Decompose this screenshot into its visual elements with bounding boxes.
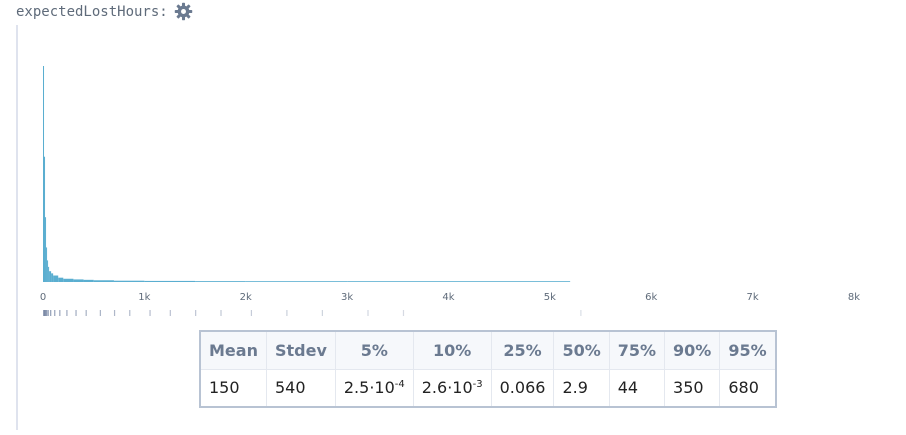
stats-value-cell: 2.6·10-3 [412,368,492,408]
x-tick-label: 8k [848,292,860,303]
rug-tick [85,310,87,316]
histogram-bar [73,279,84,282]
histogram-bar [53,275,59,282]
stats-header-cell: 75% [608,330,666,370]
x-tick-label: 4k [442,292,454,303]
histogram-bar [47,260,49,282]
rug-tick [286,310,288,316]
rug-tick [129,310,131,316]
stats-value-cell: 350 [664,368,721,408]
stats-header-cell: 5% [334,330,414,370]
histogram-bar [448,281,571,282]
histogram-bar [245,281,348,282]
histogram-bar [113,280,145,282]
stats-header-cell: 50% [553,330,610,370]
stats-header-cell: 95% [719,330,777,370]
rug-tick [195,310,197,316]
stats-header-cell: 10% [412,330,492,370]
histogram-bar [44,156,46,282]
histogram-bar [45,217,47,282]
histogram-bar [93,280,114,282]
x-tick-label: 6k [645,292,657,303]
histogram-bar [347,281,449,282]
rug-tick [220,310,222,316]
x-axis-ticks: 0 1k 2k 3k 4k 5k 6k 7k 8k [40,292,860,303]
rug-tick [99,310,101,316]
rug-tick [250,310,253,316]
stats-value-cell: 0.066 [490,368,555,408]
rug-tick [149,310,151,316]
histogram-bar [43,66,45,282]
histogram-bar [58,277,64,282]
stats-header-cell: 90% [664,330,721,370]
rug-tick [47,310,49,316]
stats-header-cell: Stdev [265,330,336,370]
stats-value-cell: 680 [719,368,777,408]
variable-header: expectedLostHours: [16,2,193,21]
histogram-bar [51,273,54,282]
x-tick-label: 2k [240,292,252,303]
rug-tick [367,310,369,316]
rug-tick [402,310,405,316]
histogram-bar [195,281,246,282]
variable-name: expectedLostHours: [16,3,168,20]
summary-stats-table: Mean Stdev 5% 10% 25% 50% 75% 90% 95% 150 540 2.5·… [199,330,777,408]
histogram-bar [63,278,74,282]
histogram-bar [48,266,50,282]
gear-icon[interactable] [174,2,193,21]
distribution-chart: 0 1k 2k 3k 4k 5k 6k 7k 8k [40,66,860,316]
rug-tick [44,310,46,316]
rug-tick [44,310,47,316]
histogram-bar [49,271,52,282]
stats-value-cell: 2.9 [553,368,610,408]
histogram-bars [43,66,571,282]
x-tick-label: 7k [747,292,759,303]
rug-tick [59,310,61,316]
rug-tick [46,310,48,316]
rug-tick [66,310,68,316]
rug-tick [113,310,116,316]
stats-header-cell: Mean [199,330,267,370]
stats-value-row: 150 540 2.5·10-4 2.6·10-3 0.066 2.9 44 350 680 [199,368,777,408]
sample-rug [43,310,582,316]
rug-tick [75,310,77,316]
histogram-bar [144,280,196,282]
rug-tick [321,310,323,316]
rug-tick [50,310,52,316]
stats-value-cell: 44 [608,368,666,408]
x-tick-label: 1k [138,292,150,303]
rug-tick [580,310,582,316]
histogram-bar [46,247,48,282]
rug-tick [54,310,56,316]
stats-value-cell: 540 [265,368,336,408]
x-tick-label: 3k [341,292,353,303]
stats-value-cell: 2.5·10-4 [334,368,414,408]
rug-tick [169,310,171,316]
left-rule [16,25,18,430]
histogram-bar [83,279,94,282]
stats-value-cell: 150 [199,368,267,408]
x-tick-label: 0 [40,292,46,303]
stats-header-cell: 25% [490,330,555,370]
x-tick-label: 5k [544,292,556,303]
stats-header-row: Mean Stdev 5% 10% 25% 50% 75% 90% 95% [199,330,777,370]
